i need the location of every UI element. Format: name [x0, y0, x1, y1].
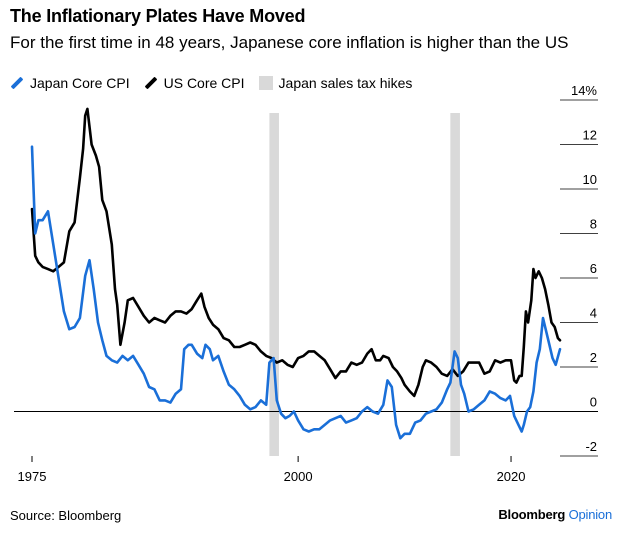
us-core-cpi-line: [30, 107, 562, 398]
brand-suffix: Opinion: [568, 507, 613, 522]
legend-item-japan: Japan Core CPI: [10, 75, 130, 91]
y-tick-label: 10: [583, 172, 597, 187]
legend-item-us: US Core CPI: [144, 75, 245, 91]
y-tick-label: -2: [585, 439, 597, 454]
legend-label-us: US Core CPI: [163, 75, 245, 91]
y-tick-label: 4: [590, 306, 597, 321]
chart-title: The Inflationary Plates Have Moved: [10, 6, 306, 26]
source-note: Source: Bloomberg: [10, 508, 122, 523]
x-tick-label: 2000: [284, 469, 313, 484]
x-tick-label: 1975: [18, 469, 47, 484]
legend: Japan Core CPI US Core CPI Japan sales t…: [10, 75, 412, 91]
tax-hike-band-1: [450, 113, 460, 456]
legend-item-tax: Japan sales tax hikes: [258, 75, 413, 91]
y-axis-ticks: 14% 12 10 8 6 4 2 0 -2: [571, 83, 597, 454]
x-tick-label: 2020: [497, 469, 526, 484]
grid-lines: [14, 99, 598, 457]
brand-name: Bloomberg: [498, 507, 566, 522]
x-axis-ticks: 1975 2000 2020: [18, 456, 526, 484]
y-tick-label: 0: [590, 395, 597, 410]
chart-subtitle: For the first time in 48 years, Japanese…: [10, 33, 569, 52]
tax-hike-bands: [269, 113, 460, 456]
y-tick-label: 2: [590, 350, 597, 365]
legend-label-tax: Japan sales tax hikes: [278, 75, 413, 91]
japan-core-cpi-line: [30, 145, 562, 440]
y-tick-label: 6: [590, 261, 597, 276]
legend-label-japan: Japan Core CPI: [30, 75, 130, 91]
y-tick-label: 14%: [571, 83, 597, 98]
y-tick-label: 8: [590, 217, 597, 232]
legend-swatch-tax: [258, 76, 273, 90]
tax-hike-band-0: [269, 113, 279, 456]
series-lines: [30, 107, 562, 440]
y-tick-label: 12: [583, 128, 597, 143]
brand-logo: Bloomberg Opinion: [498, 507, 612, 522]
